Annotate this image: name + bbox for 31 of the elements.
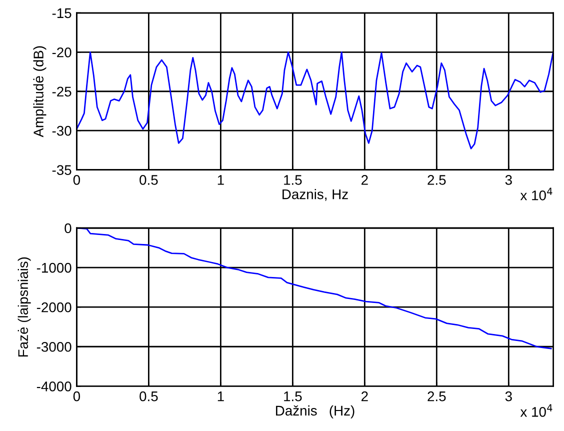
text: x 10$^{4}$ — [520, 188, 552, 200]
y-tick-label: -2000 — [36, 302, 72, 312]
x-tick-label: 1 — [218, 175, 224, 185]
y-axis-title: Amplitudė (dB) — [33, 46, 46, 138]
x-tick-label: 1 — [218, 392, 224, 402]
x-tick-label: 2 — [362, 175, 368, 185]
y-tick-label: 0 — [64, 223, 72, 234]
x-axis-title: Daznis, Hz — [282, 189, 348, 201]
y-tick-label: -1000 — [36, 262, 72, 273]
x-axis-title: Dažnis (Hz) — [276, 405, 354, 418]
text: x 10$^{4}$ — [520, 404, 552, 417]
x-tick-label: 0.5 — [140, 391, 158, 402]
x-tick-label: 2.5 — [428, 175, 446, 185]
x-tick-label: 3 — [505, 391, 512, 402]
y-tick-label: -25 — [52, 86, 72, 97]
x-tick-label: 1.5 — [284, 392, 302, 402]
x-tick-label: 3 — [505, 175, 512, 185]
y-tick-label: -35 — [52, 165, 72, 175]
line-series — [76, 51, 554, 150]
x-tick-label: 0 — [73, 175, 80, 185]
x-tick-label: 2 — [362, 391, 368, 402]
x-tick-label: 0.5 — [140, 175, 158, 185]
x-tick-label: 0 — [73, 391, 80, 402]
y-tick-label: -15 — [52, 8, 72, 18]
x-tick-label: 2.5 — [428, 391, 446, 402]
y-tick-label: -20 — [52, 47, 72, 58]
y-axis-title: Fazė (laipsniais) — [18, 257, 31, 357]
y-tick-label: -4000 — [36, 382, 72, 392]
x-tick-label: 1.5 — [284, 175, 302, 185]
y-tick-label: -3000 — [36, 342, 72, 352]
y-tick-label: -30 — [52, 126, 72, 136]
